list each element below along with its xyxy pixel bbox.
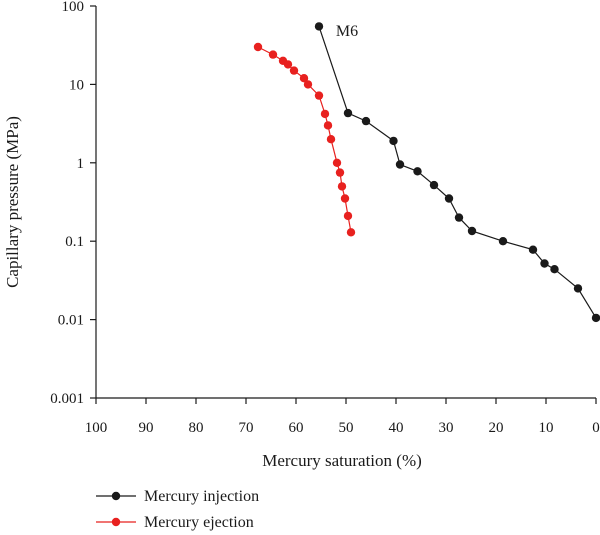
mercury-ejection-point — [346, 228, 356, 237]
mercury-ejection-point — [343, 211, 353, 221]
mercury-ejection-point — [303, 80, 313, 89]
series-mercury-ejection — [253, 42, 356, 237]
x-tick-label: 80 — [189, 420, 204, 436]
y-tick-label: 10 — [69, 77, 84, 93]
mercury-injection-point — [550, 265, 559, 274]
x-tick-label: 20 — [489, 420, 504, 436]
x-axis-title: Mercury saturation (%) — [262, 451, 422, 470]
mercury-injection-point — [573, 284, 583, 293]
mercury-injection-point — [454, 213, 464, 222]
mercury-injection-point — [429, 180, 439, 190]
mercury-ejection-point — [268, 50, 278, 59]
mercury-injection-point — [540, 259, 549, 268]
y-ticks: 100 10 1 0.1 0.01 0.001 — [50, 0, 96, 407]
x-tick-label: 70 — [239, 420, 254, 436]
x-tick-label: 100 — [85, 420, 108, 436]
y-tick-label: 0.01 — [58, 313, 84, 329]
y-tick-label: 1 — [77, 156, 85, 172]
mercury-ejection-point — [332, 158, 342, 167]
mercury-ejection-point — [337, 182, 347, 191]
mercury-ejection-point — [314, 91, 324, 100]
mercury-injection-point — [389, 136, 398, 146]
legend: Mercury injection Mercury ejection — [96, 488, 259, 531]
mercury-injection-point — [361, 116, 371, 126]
mercury-ejection-point — [340, 194, 350, 203]
legend-label-mercury-injection: Mercury injection — [144, 488, 259, 505]
x-tick-label: 90 — [139, 420, 154, 436]
mercury-injection-point — [343, 108, 353, 118]
mercury-injection-point — [467, 226, 477, 236]
y-tick-label: 0.001 — [50, 391, 84, 407]
mercury-ejection-point — [323, 121, 333, 130]
mercury-injection-point — [528, 245, 538, 254]
legend-marker-mercury-injection — [111, 491, 121, 501]
x-ticks: 100 90 80 70 60 50 40 30 20 10 0 — [85, 398, 600, 436]
series-layer — [253, 22, 600, 323]
series-mercury-injection — [314, 22, 600, 323]
mercury-injection-point — [314, 22, 324, 31]
mercury-ejection-point — [299, 74, 309, 83]
mercury-ejection-point — [335, 168, 345, 177]
x-tick-label: 30 — [439, 420, 454, 436]
mercury-injection-point — [498, 237, 508, 246]
mercury-ejection-point — [326, 135, 336, 144]
y-tick-label: 100 — [62, 0, 85, 15]
mercury-ejection-point — [289, 66, 299, 75]
x-tick-label: 60 — [289, 420, 304, 436]
legend-marker-mercury-ejection — [111, 517, 121, 527]
mercury-injection-point — [591, 313, 600, 323]
x-tick-label: 10 — [539, 420, 554, 436]
mercury-injection-point — [444, 194, 454, 203]
mercury-ejection-point — [283, 60, 293, 69]
legend-label-mercury-ejection: Mercury ejection — [144, 514, 254, 531]
y-tick-label: 0.1 — [65, 234, 84, 250]
y-axis-title: Capillary pressure (MPa) — [3, 116, 22, 288]
x-tick-label: 0 — [592, 420, 600, 436]
mercury-injection-point — [413, 167, 422, 176]
x-tick-label: 40 — [389, 420, 404, 436]
mercury-ejection-point — [320, 109, 330, 119]
mercury-ejection-point — [253, 42, 263, 52]
mercury-injection-line — [318, 26, 597, 319]
mercury-injection-point — [395, 160, 405, 169]
chart-annotation: M6 — [336, 23, 358, 40]
x-tick-label: 50 — [339, 420, 354, 436]
